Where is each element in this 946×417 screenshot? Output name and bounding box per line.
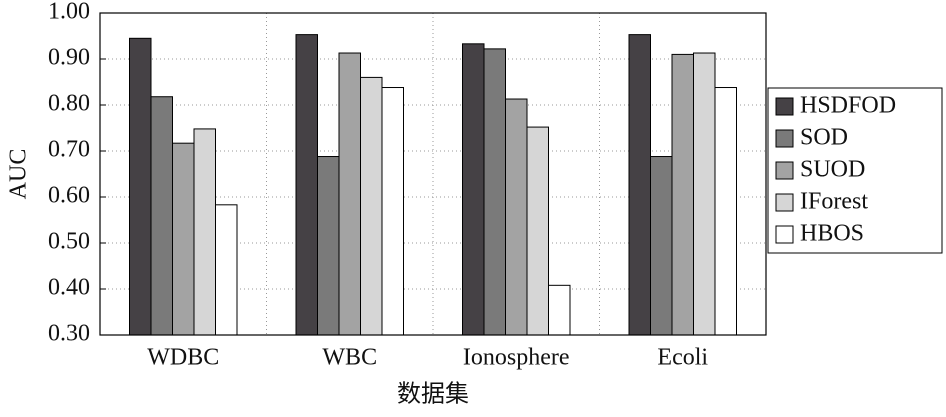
bar	[295, 34, 318, 336]
bar	[671, 53, 694, 336]
bar	[150, 96, 173, 336]
x-tick-label: Ionosphere	[463, 345, 570, 371]
bar	[526, 126, 549, 336]
y-tick-label: 0.50	[48, 229, 90, 255]
bar	[548, 284, 571, 336]
bar	[693, 52, 716, 336]
bar	[338, 52, 361, 336]
bar	[172, 142, 195, 336]
legend-swatch	[775, 225, 794, 244]
plot-frame	[99, 12, 767, 336]
x-tick-label: WDBC	[147, 345, 219, 371]
legend-label: HBOS	[800, 221, 864, 247]
y-tick-label: 1.00	[48, 0, 90, 25]
y-tick-label: 0.40	[48, 275, 90, 301]
bar	[505, 98, 528, 336]
legend-swatch	[775, 161, 794, 180]
bar	[628, 34, 651, 336]
x-tick-label: WBC	[322, 345, 377, 371]
x-tick-label: Ecoli	[657, 345, 708, 371]
legend-label: SOD	[800, 125, 848, 151]
bar	[483, 48, 506, 336]
legend-label: HSDFOD	[800, 93, 896, 119]
bar	[129, 37, 152, 336]
legend-label: IForest	[800, 189, 868, 215]
y-tick-label: 0.60	[48, 183, 90, 209]
y-tick-label: 0.30	[48, 321, 90, 347]
bar	[714, 87, 737, 336]
y-tick-label: 0.70	[48, 137, 90, 163]
legend-swatch	[775, 97, 794, 116]
bar	[381, 87, 404, 336]
y-tick-label: 0.90	[48, 45, 90, 71]
legend-swatch	[775, 193, 794, 212]
bar	[193, 128, 216, 336]
bar	[462, 43, 485, 336]
bar	[215, 204, 238, 336]
legend-box	[767, 87, 943, 254]
bar	[317, 156, 340, 336]
legend-swatch	[775, 129, 794, 148]
x-axis-label: 数据集	[397, 381, 469, 408]
legend-label: SUOD	[800, 157, 865, 183]
bar	[650, 156, 673, 336]
y-tick-label: 0.80	[48, 91, 90, 117]
bar	[360, 76, 383, 336]
y-axis-label: AUC	[6, 149, 32, 200]
